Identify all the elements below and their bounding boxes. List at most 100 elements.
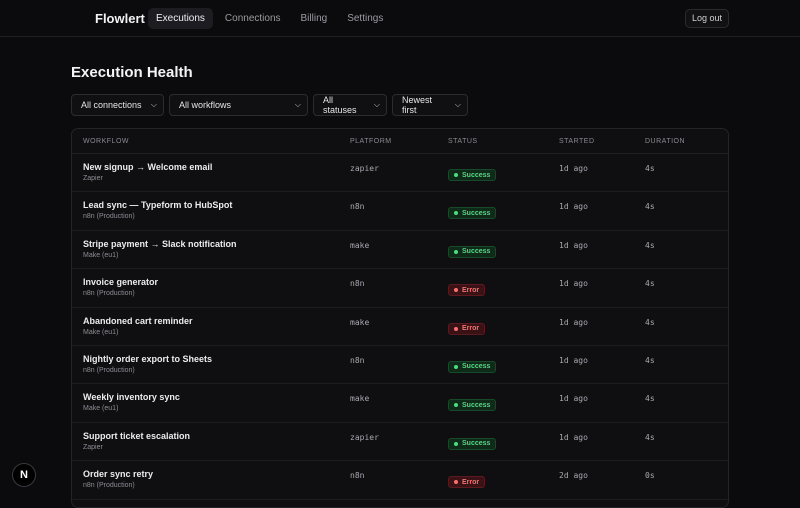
status-badge: Success [448, 360, 497, 373]
status-badge: Success [448, 207, 497, 220]
workflow-connection: Make (eu1) [83, 405, 119, 413]
started-cell: 1d ago [559, 279, 588, 289]
nav-connections[interactable]: Connections [224, 13, 281, 24]
status-label: Success [462, 401, 491, 409]
connection-filter-select[interactable]: All connections ⌵ [71, 94, 164, 116]
status-cell: Error [448, 318, 486, 336]
workflow-connection: n8n (Production) [83, 290, 135, 298]
workflow-connection: Zapier [83, 175, 103, 182]
workflow-filter-select[interactable]: All workflows ⌵ [169, 94, 308, 116]
status-badge: Error [448, 322, 486, 335]
started-cell: 1d ago [559, 202, 588, 212]
duration-cell: 4s [645, 355, 655, 365]
workflow-name: Lead sync — Typeform to HubSpot [83, 200, 233, 211]
status-dot-icon [454, 249, 458, 254]
header-status: STATUS [448, 138, 478, 145]
platform-cell: n8n [350, 471, 365, 481]
header-duration: DURATION [645, 138, 686, 145]
platform-cell: n8n [350, 355, 365, 365]
logout-button[interactable]: Log out [685, 9, 729, 28]
workflow-name: Abandoned cart reminder [83, 315, 193, 326]
status-cell: Error [448, 279, 486, 297]
platform-cell: n8n [350, 279, 365, 289]
table-row[interactable]: Abandoned cart reminder Make (eu1) make … [72, 308, 728, 346]
status-badge: Success [448, 245, 497, 258]
duration-cell: 0s [645, 471, 655, 481]
platform-cell: zapier [350, 164, 379, 173]
status-dot-icon [454, 403, 458, 408]
duration-cell: 4s [645, 202, 655, 212]
status-dot-icon [454, 480, 458, 485]
status-label: Error [462, 286, 480, 294]
started-cell: 1d ago [559, 164, 588, 173]
status-badge: Success [448, 437, 497, 450]
status-cell: Success [448, 164, 497, 182]
workflow-name: Order sync retry [83, 469, 154, 480]
workflow-name: New signup → Welcome email [83, 162, 213, 172]
status-cell: Success [448, 241, 497, 259]
duration-cell: 4s [645, 394, 655, 404]
executions-table: WORKFLOW PLATFORM STATUS STARTED DURATIO… [71, 128, 729, 508]
platform-cell: make [350, 394, 370, 404]
workflow-name: Support ticket escalation [83, 430, 191, 441]
workflow-name: Nightly order export to Sheets [83, 353, 213, 364]
table-row[interactable]: Lead sync — Typeform to HubSpot n8n (Pro… [72, 192, 728, 231]
header-started: STARTED [559, 138, 595, 145]
table-row[interactable]: New signup → Welcome email Zapier zapier… [72, 154, 728, 193]
platform-cell: make [350, 317, 370, 327]
started-cell: 2d ago [559, 471, 588, 481]
top-navbar: Flowlert Executions Connections Billing … [0, 0, 800, 37]
workflow-cell: Weekly inventory sync Make (eu1) [83, 392, 180, 412]
status-label: Success [462, 248, 491, 256]
table-row[interactable]: Weekly inventory sync Make (eu1) make Su… [72, 384, 728, 423]
header-workflow: WORKFLOW [83, 138, 129, 145]
status-dot-icon [454, 326, 458, 331]
started-cell: 1d ago [559, 394, 588, 404]
nav-executions[interactable]: Executions [148, 8, 213, 29]
status-dot-icon [454, 173, 458, 177]
table-row[interactable]: Support ticket escalation Zapier zapier … [72, 423, 728, 462]
workflow-filter-value: All workflows [179, 100, 232, 110]
workflow-cell: Order sync retry n8n (Production) [83, 469, 153, 489]
nav-settings[interactable]: Settings [347, 13, 384, 24]
table-row[interactable]: Order sync retry n8n (Production) n8n Er… [72, 461, 728, 500]
workflow-connection: Make (eu1) [83, 328, 119, 336]
workflow-cell: New signup → Welcome email Zapier [83, 162, 212, 182]
status-dot-icon [454, 288, 458, 293]
status-label: Success [462, 440, 491, 448]
status-dot-icon [454, 364, 458, 369]
table-row[interactable]: Nightly order export to Sheets n8n (Prod… [72, 346, 728, 385]
workflow-cell: Lead sync — Typeform to HubSpot n8n (Pro… [83, 200, 232, 220]
chevron-down-icon: ⌵ [373, 100, 380, 109]
nav-billing[interactable]: Billing [300, 13, 328, 24]
workflow-connection: Make (eu1) [83, 251, 119, 259]
workflow-connection: n8n (Production) [83, 366, 135, 374]
workflow-name: Stripe payment → Slack notification [83, 238, 237, 249]
table-row[interactable]: Stripe payment → Slack notification Make… [72, 231, 728, 270]
dev-tools-badge[interactable]: N [12, 463, 36, 487]
status-label: Success [462, 209, 491, 217]
brand-logo[interactable]: Flowlert [95, 11, 145, 26]
header-platform: PLATFORM [350, 138, 392, 145]
page-title: Execution Health [71, 64, 193, 81]
duration-cell: 4s [645, 432, 655, 442]
status-badge: Success [448, 399, 497, 412]
platform-cell: make [350, 240, 370, 250]
status-label: Success [462, 171, 491, 179]
table-row[interactable]: Invoice generator n8n (Production) n8n E… [72, 269, 728, 308]
status-filter-select[interactable]: All statuses ⌵ [313, 94, 387, 116]
workflow-connection: n8n (Production) [83, 213, 135, 221]
status-dot-icon [454, 211, 458, 216]
status-cell: Success [448, 433, 497, 451]
status-badge: Error [448, 476, 486, 489]
duration-cell: 4s [645, 317, 655, 327]
connection-filter-value: All connections [81, 100, 142, 110]
status-cell: Success [448, 356, 497, 374]
status-label: Success [462, 363, 491, 371]
workflow-cell: Nightly order export to Sheets n8n (Prod… [83, 354, 212, 374]
workflow-connection: n8n (Production) [83, 482, 135, 490]
workflow-connection: Zapier [83, 443, 103, 451]
started-cell: 1d ago [559, 432, 588, 442]
workflow-name: Invoice generator [83, 277, 159, 288]
sort-select[interactable]: Newest first ⌵ [392, 94, 468, 116]
